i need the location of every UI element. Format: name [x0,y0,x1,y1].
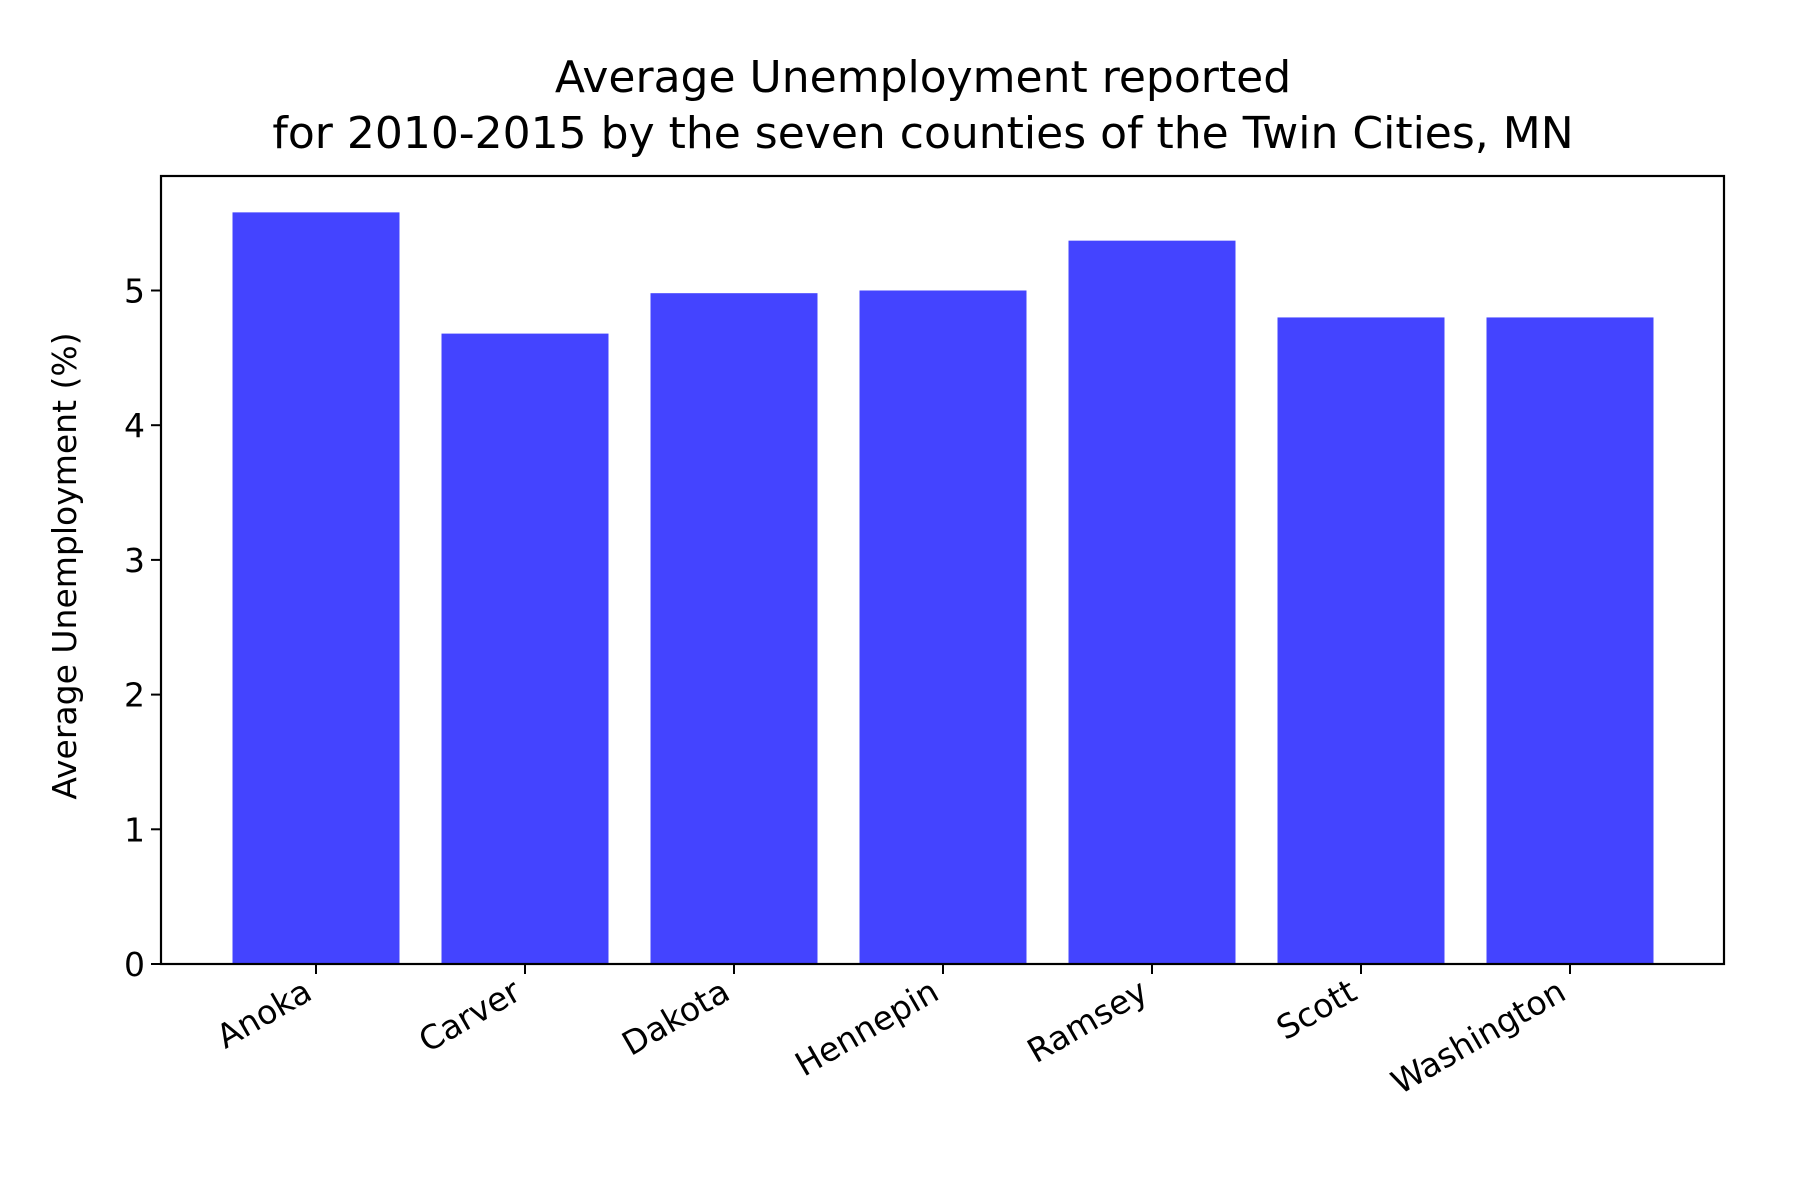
y-tick-label-0: 0 [124,945,145,984]
chart-title: Average Unemployment reported for 2010-2… [272,52,1573,159]
bar-scott [1277,317,1445,964]
y-tick-label-5: 5 [124,271,145,310]
y-tick-label-2: 2 [124,676,145,715]
x-tick-label-carver: Carver [412,971,527,1060]
chart-title-line-1: Average Unemployment reported [555,52,1291,103]
x-tick-label-dakota: Dakota [615,971,736,1063]
x-tick-label-scott: Scott [1270,971,1363,1047]
bar-washington [1486,317,1654,964]
y-tick-label-4: 4 [124,406,145,445]
y-tick-label-1: 1 [124,810,145,849]
x-tick-label-washington: Washington [1385,971,1572,1102]
y-axis-ticks: 0 1 2 3 4 5 [124,271,161,984]
y-axis-label: Average Unemployment (%) [45,332,84,799]
bar-dakota [650,293,818,964]
y-tick-label-3: 3 [124,541,145,580]
x-axis-ticks: Anoka Carver Dakota Hennepin Ramsey Scott Wash… [210,964,1572,1102]
bar-anoka [232,212,400,964]
bar-ramsey [1068,240,1236,965]
x-tick-label-anoka: Anoka [210,971,318,1056]
chart-title-line-2: for 2010-2015 by the seven counties of t… [272,108,1573,159]
bar-hennepin [859,290,1027,964]
bars-group [232,212,1654,965]
bar-carver [441,333,609,965]
x-tick-label-ramsey: Ramsey [1021,971,1154,1071]
x-tick-label-hennepin: Hennepin [788,971,945,1084]
